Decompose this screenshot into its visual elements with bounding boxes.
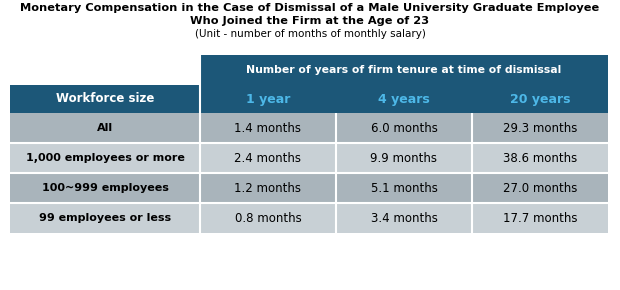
Text: 2.4 months: 2.4 months xyxy=(234,151,301,164)
Text: 99 employees or less: 99 employees or less xyxy=(39,213,171,223)
Bar xyxy=(10,85,200,113)
Bar xyxy=(472,85,608,113)
Bar xyxy=(472,203,608,233)
Text: Who Joined the Firm at the Age of 23: Who Joined the Firm at the Age of 23 xyxy=(190,16,430,26)
Bar xyxy=(200,85,336,113)
Text: Monetary Compensation in the Case of Dismissal of a Male University Graduate Emp: Monetary Compensation in the Case of Dis… xyxy=(20,3,600,13)
Text: Number of years of firm tenure at time of dismissal: Number of years of firm tenure at time o… xyxy=(246,65,562,75)
Text: 17.7 months: 17.7 months xyxy=(503,211,577,224)
Text: 27.0 months: 27.0 months xyxy=(503,182,577,195)
Bar xyxy=(472,173,608,203)
Text: Workforce size: Workforce size xyxy=(56,93,154,106)
Bar xyxy=(472,143,608,173)
Bar xyxy=(472,113,608,143)
Text: 0.8 months: 0.8 months xyxy=(234,211,301,224)
Text: 38.6 months: 38.6 months xyxy=(503,151,577,164)
Bar xyxy=(200,55,608,85)
Text: 9.9 months: 9.9 months xyxy=(371,151,438,164)
Text: 1.2 months: 1.2 months xyxy=(234,182,301,195)
Bar xyxy=(336,85,472,113)
Text: 1 year: 1 year xyxy=(246,93,290,106)
Bar xyxy=(200,203,336,233)
Text: 100~999 employees: 100~999 employees xyxy=(42,183,169,193)
Bar xyxy=(200,143,336,173)
Bar xyxy=(10,173,200,203)
Text: 4 years: 4 years xyxy=(378,93,430,106)
Bar xyxy=(200,113,336,143)
Text: All: All xyxy=(97,123,113,133)
Bar xyxy=(200,173,336,203)
Text: 1,000 employees or more: 1,000 employees or more xyxy=(25,153,184,163)
Bar xyxy=(336,143,472,173)
Bar xyxy=(336,173,472,203)
Text: (Unit - number of months of monthly salary): (Unit - number of months of monthly sala… xyxy=(195,29,425,39)
Text: 3.4 months: 3.4 months xyxy=(371,211,438,224)
Bar xyxy=(10,143,200,173)
Text: 6.0 months: 6.0 months xyxy=(371,122,438,135)
Text: 5.1 months: 5.1 months xyxy=(371,182,438,195)
Bar xyxy=(336,113,472,143)
Text: 1.4 months: 1.4 months xyxy=(234,122,301,135)
Bar xyxy=(10,203,200,233)
Text: 29.3 months: 29.3 months xyxy=(503,122,577,135)
Bar xyxy=(10,113,200,143)
Bar xyxy=(336,203,472,233)
Text: 20 years: 20 years xyxy=(510,93,570,106)
